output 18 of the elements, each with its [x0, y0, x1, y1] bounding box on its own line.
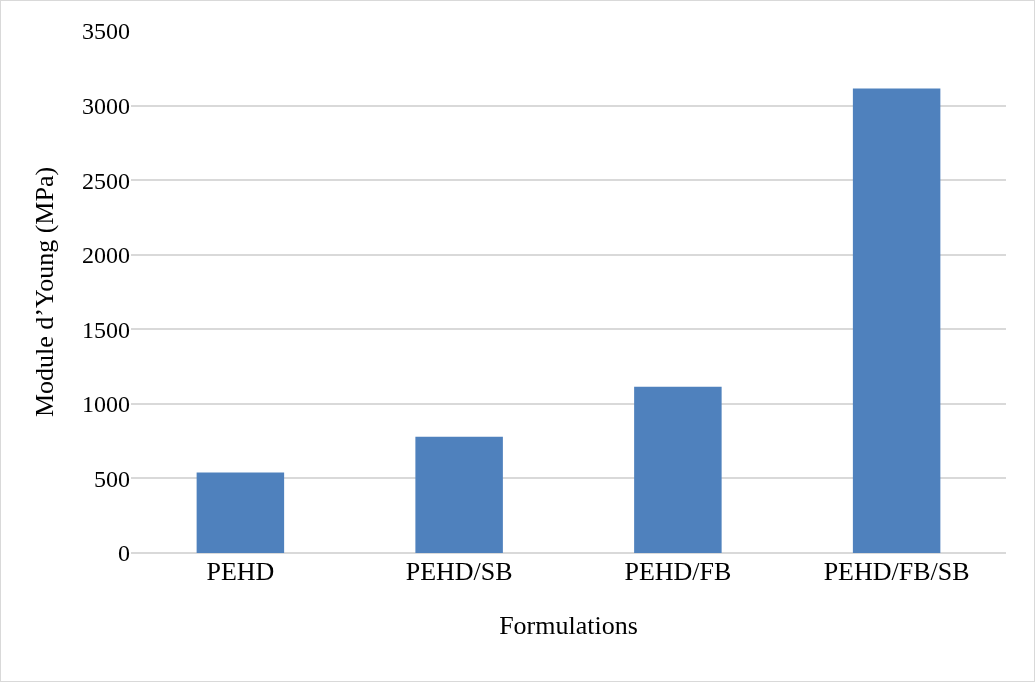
y-tick-label: 3000: [82, 92, 130, 119]
bar: [196, 472, 285, 553]
y-tick-label: 500: [94, 465, 130, 492]
y-tick-label: 1000: [82, 391, 130, 418]
x-tick-label: PEHD: [206, 557, 275, 586]
x-tick-label: PEHD/FB: [624, 557, 732, 586]
x-tick-label: PEHD/FB/SB: [823, 557, 970, 586]
y-tick-label: 2500: [82, 167, 130, 194]
y-axis-title: Module d’Young (MPa): [30, 166, 60, 418]
y-tick-label: 2000: [82, 242, 130, 269]
y-tick-label: 0: [118, 540, 130, 567]
bar: [852, 88, 941, 553]
y-tick-label: 1500: [82, 316, 130, 343]
x-tick-label: PEHD/SB: [405, 557, 513, 586]
y-tick-label: 3500: [82, 18, 130, 45]
x-axis-title: Formulations: [499, 610, 638, 640]
bar: [634, 386, 722, 553]
bar: [415, 436, 503, 553]
